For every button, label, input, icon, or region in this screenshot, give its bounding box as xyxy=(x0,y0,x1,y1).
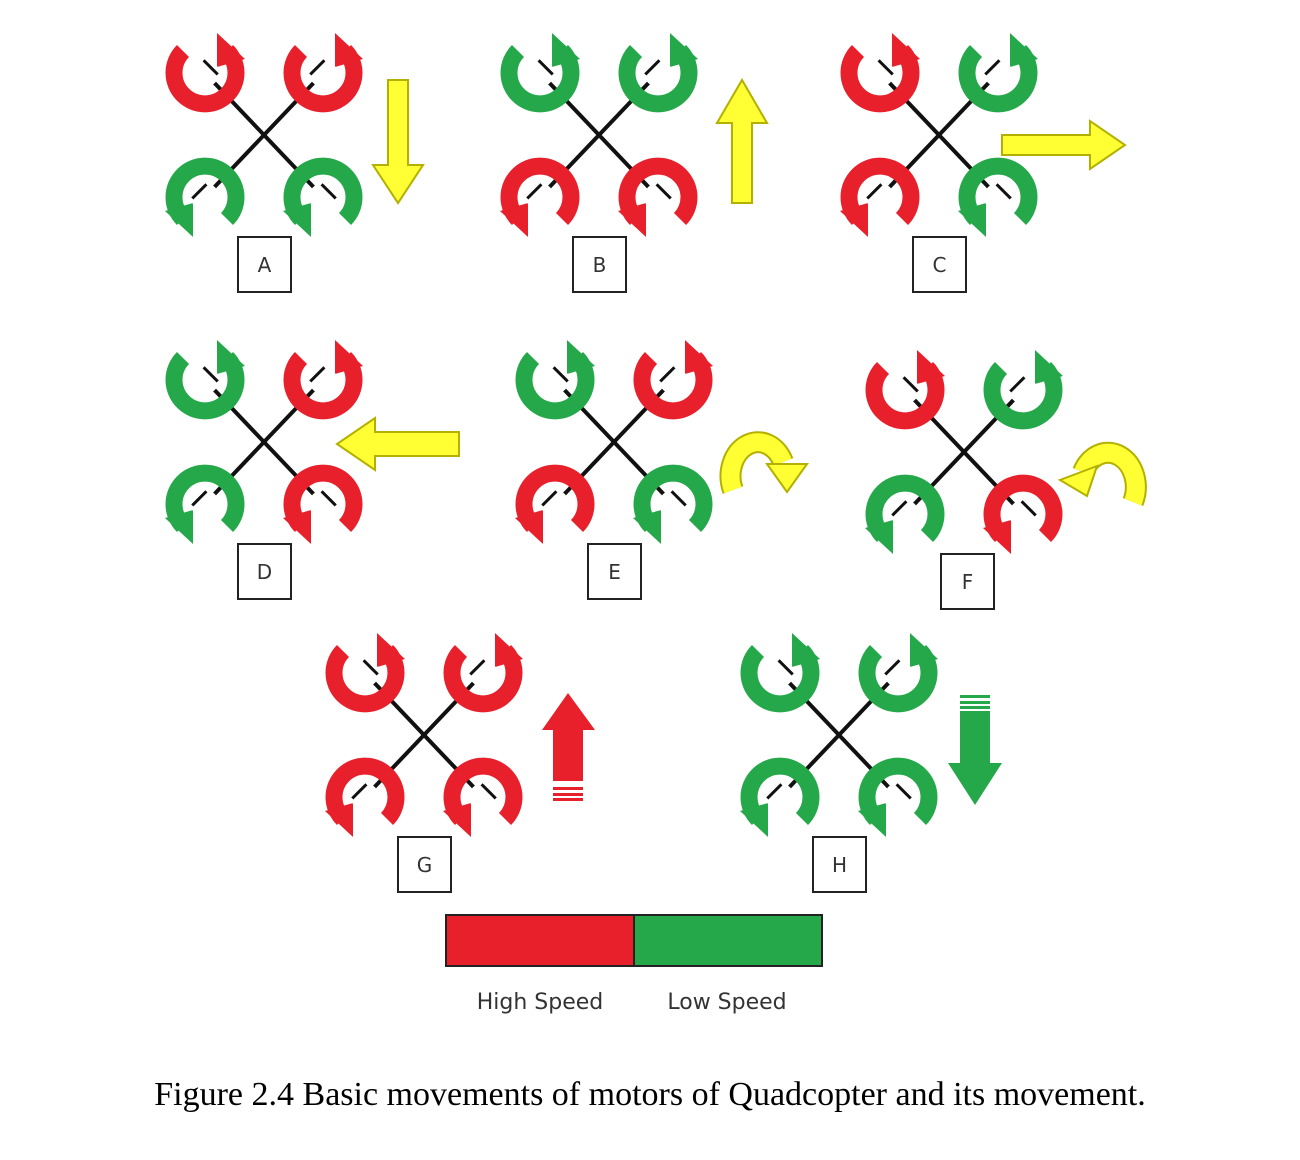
panel-label: F xyxy=(962,570,974,594)
legend-low-label: Low Speed xyxy=(667,990,786,1015)
panel-e: E xyxy=(515,340,809,600)
rotor-bottom-left-icon xyxy=(500,157,580,237)
panel-label: H xyxy=(832,853,847,877)
panel-label-box xyxy=(397,836,452,893)
rotor-top-left-icon xyxy=(325,633,405,713)
panel-label: C xyxy=(933,253,947,277)
counterclockwise-arrow-icon xyxy=(1057,441,1147,507)
rotor-top-left-icon xyxy=(840,33,920,113)
rotor-top-left-icon xyxy=(165,340,245,420)
right-arrow-icon xyxy=(1001,119,1127,171)
panel-label-box xyxy=(812,836,867,893)
rotor-top-left-icon xyxy=(165,33,245,113)
rotor-top-right-icon xyxy=(283,340,363,420)
rotor-top-right-icon xyxy=(283,33,363,113)
rotor-bottom-left-icon xyxy=(165,464,245,544)
rotor-top-left-icon xyxy=(740,633,820,713)
panel-label-box xyxy=(587,543,642,600)
panel-label-box xyxy=(912,236,967,293)
rotor-top-left-icon xyxy=(515,340,595,420)
rotor-bottom-left-icon xyxy=(165,157,245,237)
speed-legend: High Speed Low Speed xyxy=(445,914,823,1015)
rotor-bottom-right-icon xyxy=(958,157,1038,237)
rotor-top-right-icon xyxy=(443,633,523,713)
panel-label: G xyxy=(417,853,433,877)
panel-label-box xyxy=(237,236,292,293)
rotor-bottom-right-icon xyxy=(443,757,523,837)
legend-high-label: High Speed xyxy=(477,990,604,1015)
panel-label-box xyxy=(237,543,292,600)
panel-a: A xyxy=(165,33,425,293)
panel-label: E xyxy=(608,560,621,584)
rotor-bottom-right-icon xyxy=(858,757,938,837)
panel-d: D xyxy=(165,340,460,600)
rotor-bottom-right-icon xyxy=(283,464,363,544)
panel-label-box xyxy=(572,236,627,293)
panel-label: B xyxy=(593,253,607,277)
down-arrow-icon xyxy=(948,695,1002,805)
panel-label: D xyxy=(257,560,272,584)
rotor-top-right-icon xyxy=(633,340,713,420)
rotor-bottom-right-icon xyxy=(983,474,1063,554)
panel-label-box xyxy=(940,553,995,610)
down-arrow-icon xyxy=(371,79,425,205)
rotor-top-right-icon xyxy=(618,33,698,113)
rotor-bottom-left-icon xyxy=(515,464,595,544)
left-arrow-icon xyxy=(335,416,460,472)
panel-c: C xyxy=(840,33,1127,293)
up-arrow-icon xyxy=(715,78,769,204)
rotor-top-right-icon xyxy=(858,633,938,713)
panel-h: H xyxy=(740,633,1002,893)
clockwise-arrow-icon xyxy=(719,431,809,494)
legend-high-swatch xyxy=(445,914,635,967)
rotor-bottom-right-icon xyxy=(633,464,713,544)
rotor-bottom-left-icon xyxy=(865,474,945,554)
panel-g: G xyxy=(325,633,595,893)
legend-low-swatch xyxy=(633,914,823,967)
panel-f: F xyxy=(865,350,1147,610)
rotor-top-right-icon xyxy=(958,33,1038,113)
panel-label: A xyxy=(258,253,272,277)
figure-caption: Figure 2.4 Basic movements of motors of … xyxy=(154,1076,1146,1113)
rotor-bottom-right-icon xyxy=(283,157,363,237)
up-arrow-icon xyxy=(542,693,595,801)
rotor-bottom-left-icon xyxy=(840,157,920,237)
rotor-top-left-icon xyxy=(865,350,945,430)
rotor-top-right-icon xyxy=(983,350,1063,430)
rotor-bottom-right-icon xyxy=(618,157,698,237)
rotor-bottom-left-icon xyxy=(740,757,820,837)
rotor-bottom-left-icon xyxy=(325,757,405,837)
rotor-top-left-icon xyxy=(500,33,580,113)
panel-b: B xyxy=(500,33,769,293)
